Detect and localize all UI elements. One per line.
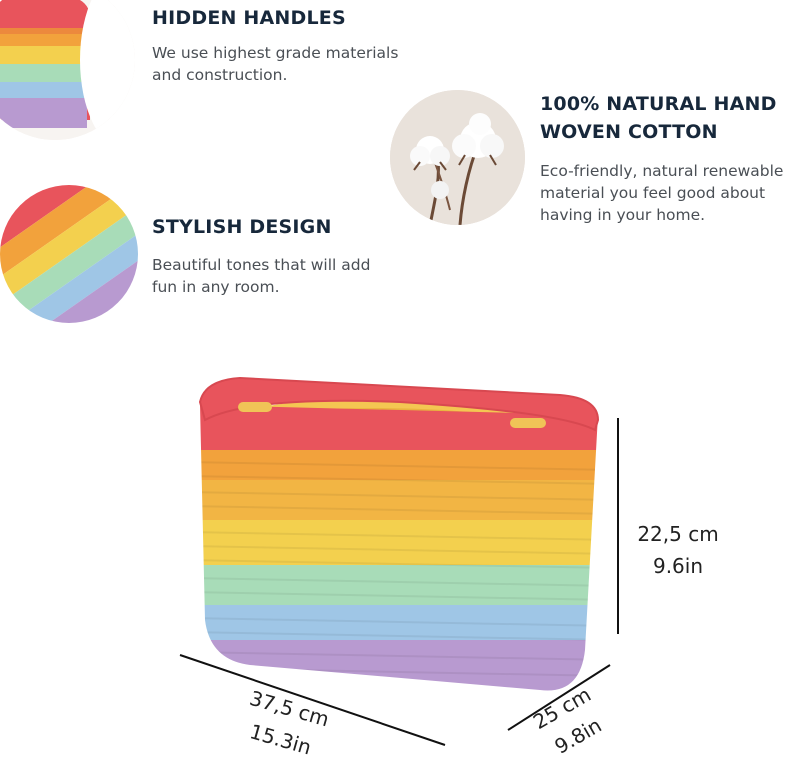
hidden-handles-description: We use highest grade materials and const… <box>152 44 399 84</box>
natural-cotton-description: Eco-friendly, natural renewable material… <box>540 162 784 224</box>
stylish-design-description: Beautiful tones that will add fun in any… <box>152 256 371 296</box>
natural-cotton-image <box>390 90 525 225</box>
stylish-design-title: STYLISH DESIGN <box>152 216 332 238</box>
hidden-handles-image <box>0 0 135 140</box>
hidden-handles-title: HIDDEN HANDLES <box>152 7 346 29</box>
natural-cotton-title: 100% NATURAL HAND WOVEN COTTON <box>540 93 777 143</box>
cotton-plant-icon <box>390 90 525 225</box>
depth-dimension-line <box>507 664 611 731</box>
rainbow-basket-rim-icon <box>0 0 135 140</box>
height-dimension-label: 22,5 cm 9.6in <box>637 522 719 578</box>
width-dimension-line <box>179 654 446 746</box>
